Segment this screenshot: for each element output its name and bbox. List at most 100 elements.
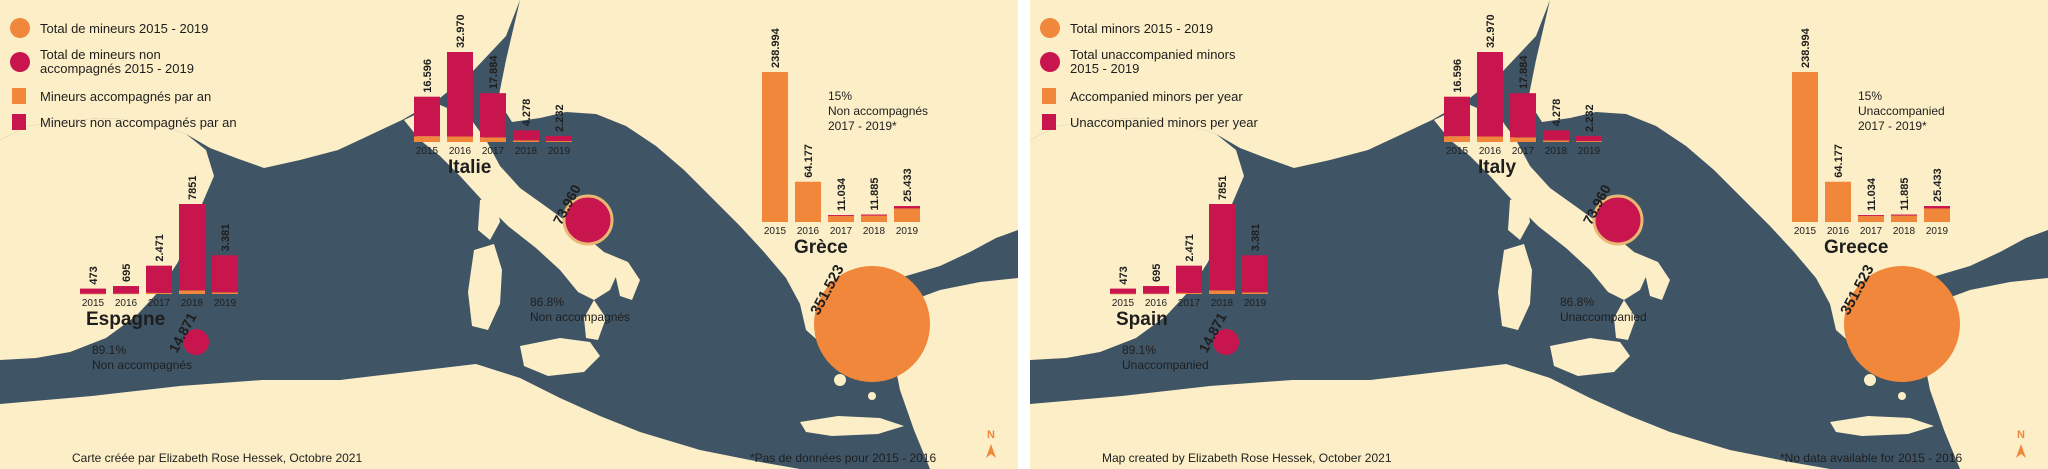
- footnote-text: *No data available for 2015 - 2016: [1780, 451, 1962, 465]
- italy-country-name: Italie: [448, 157, 491, 178]
- spain-share-text: Non accompagnés: [92, 358, 192, 372]
- legend-unaccompanied-total-label: Total unaccompanied minors: [1070, 47, 1236, 62]
- italy-share-text: Unaccompanied: [1560, 310, 1647, 324]
- greece-year-label-2017: 2017: [830, 226, 853, 237]
- france-landmass: [0, 0, 520, 168]
- greece-value-label-2016: 64.177: [803, 144, 815, 178]
- greece-bar-unaccompanied-2018: [1891, 214, 1917, 216]
- spain-bar-accompanied-2015: [1110, 293, 1136, 295]
- greece-value-label-2018: 11.885: [1899, 177, 1911, 210]
- spain-bar-accompanied-2015: [80, 293, 106, 295]
- greece-bar-accompanied-2019: [894, 208, 920, 222]
- small-island: [956, 356, 964, 364]
- greece-bar-unaccompanied-2018: [861, 214, 887, 216]
- italy-bar-accompanied-2018: [513, 140, 539, 142]
- italy-value-label-2018: 4.278: [521, 99, 533, 127]
- spain-bar-unaccompanied-2015: [1110, 288, 1136, 294]
- greece-value-label-2019: 25.433: [902, 168, 914, 202]
- greece-share-text: 15%: [828, 89, 852, 103]
- sardinia-island: [468, 244, 502, 330]
- greece-bar-accompanied-2017: [828, 216, 854, 222]
- italian-peninsula: [404, 104, 618, 300]
- legend-accompanied-year-swatch: [12, 88, 26, 104]
- italy-bar-unaccompanied-2016: [447, 52, 473, 137]
- balkan-landmass: [1528, 0, 2048, 346]
- greece-bar-accompanied-2018: [1891, 215, 1917, 222]
- spain-value-label-2016: 695: [121, 264, 133, 282]
- legend-total-label: Total minors 2015 - 2019: [1070, 21, 1213, 36]
- north-label: N: [987, 429, 995, 441]
- italy-year-label-2018: 2018: [515, 146, 538, 157]
- greece-value-label-2019: 25.433: [1932, 168, 1944, 202]
- italy-value-label-2016: 32.970: [1485, 14, 1497, 48]
- italy-country-name: Italy: [1478, 157, 1516, 178]
- spain-share-text: 89.1%: [92, 343, 126, 357]
- spain-year-label-2015: 2015: [1112, 298, 1135, 309]
- italy-year-label-2015: 2015: [416, 146, 439, 157]
- spain-total-circle: [183, 329, 209, 355]
- greece-bar-chart: 238.994 2015 64.177 2016 11.034 2017 11.885 201…: [1792, 27, 1960, 382]
- italy-value-label-2017: 17.884: [488, 55, 500, 90]
- italy-total-circle: [1592, 194, 1644, 246]
- italy-value-label-2017: 17.884: [1518, 55, 1530, 90]
- greece-bar-accompanied-2015: [762, 72, 788, 222]
- spain-year-label-2017: 2017: [1178, 298, 1201, 309]
- footnote-text: *Pas de données pour 2015 - 2016: [750, 451, 936, 465]
- spain-bar-unaccompanied-2018: [179, 204, 205, 291]
- credit-text: Carte créée par Elizabeth Rose Hessek, O…: [72, 451, 362, 465]
- italy-year-label-2018: 2018: [1545, 146, 1568, 157]
- spain-value-label-2017: 2.471: [1184, 234, 1196, 262]
- spain-bar-unaccompanied-2016: [113, 286, 139, 294]
- greece-value-label-2016: 64.177: [1833, 144, 1845, 178]
- greece-bar-unaccompanied-2017: [1858, 215, 1884, 217]
- spain-bar-unaccompanied-2017: [146, 265, 172, 293]
- italy-year-label-2016: 2016: [1479, 146, 1502, 157]
- greece-share-text: 2017 - 2019*: [828, 119, 897, 133]
- italy-bar-unaccompanied-2017: [480, 93, 506, 138]
- spain-year-label-2018: 2018: [181, 298, 204, 309]
- spain-year-label-2015: 2015: [82, 298, 105, 309]
- small-island: [1898, 392, 1906, 400]
- legend-unaccompanied-total-label: accompagnés 2015 - 2019: [40, 61, 194, 76]
- legend-accompanied-year-label: Mineurs accompagnés par an: [40, 89, 211, 104]
- calabria-toe: [584, 300, 606, 340]
- spain-year-label-2016: 2016: [1145, 298, 1168, 309]
- legend-unaccompanied-total-label: 2015 - 2019: [1070, 61, 1139, 76]
- italy-share-text: 86.8%: [530, 295, 564, 309]
- spain-bar-accompanied-2016: [113, 293, 139, 295]
- spain-bar-accompanied-2018: [179, 290, 205, 294]
- italy-bar-chart: 16.596 2015 32.970 2016 17.884 2017 4.278 2018 2…: [1444, 14, 1644, 246]
- greece-bar-accompanied-2017: [1858, 216, 1884, 222]
- small-island: [1864, 374, 1876, 386]
- italy-value-label-2015: 16.596: [1452, 59, 1464, 93]
- italy-total-circle: [562, 194, 614, 246]
- greece-share-text: 15%: [1858, 89, 1882, 103]
- italy-year-label-2016: 2016: [449, 146, 472, 157]
- greece-year-label-2018: 2018: [863, 226, 886, 237]
- small-island: [834, 374, 846, 386]
- italy-bar-unaccompanied-2018: [513, 130, 539, 141]
- spain-bar-unaccompanied-2019: [1242, 255, 1268, 293]
- greece-country-name: Grèce: [794, 237, 848, 258]
- greece-share-text: Non accompagnés: [828, 104, 928, 118]
- greece-bar-accompanied-2015: [1792, 72, 1818, 222]
- north-arrow-icon: [986, 444, 996, 458]
- spain-bar-accompanied-2016: [1143, 293, 1169, 295]
- north-arrow-icon: [2016, 444, 2026, 458]
- iberian-peninsula: [0, 118, 214, 360]
- greece-share-text: Unaccompanied: [1858, 104, 1945, 118]
- greece-year-label-2015: 2015: [764, 226, 787, 237]
- italy-year-label-2017: 2017: [482, 146, 505, 157]
- credit-text: Map created by Elizabeth Rose Hessek, Oc…: [1102, 451, 1392, 465]
- italy-bar-accompanied-2019: [546, 141, 572, 142]
- spain-share-text: 89.1%: [1122, 343, 1156, 357]
- italy-value-label-2019: 2.232: [554, 104, 566, 132]
- spain-bar-unaccompanied-2017: [1176, 265, 1202, 293]
- italy-bar-unaccompanied-2015: [1444, 96, 1470, 137]
- spain-year-label-2017: 2017: [148, 298, 171, 309]
- spain-bar-unaccompanied-2016: [1143, 286, 1169, 294]
- italy-bar-accompanied-2016: [1477, 136, 1503, 142]
- small-island: [868, 392, 876, 400]
- corsica-island: [1508, 196, 1530, 240]
